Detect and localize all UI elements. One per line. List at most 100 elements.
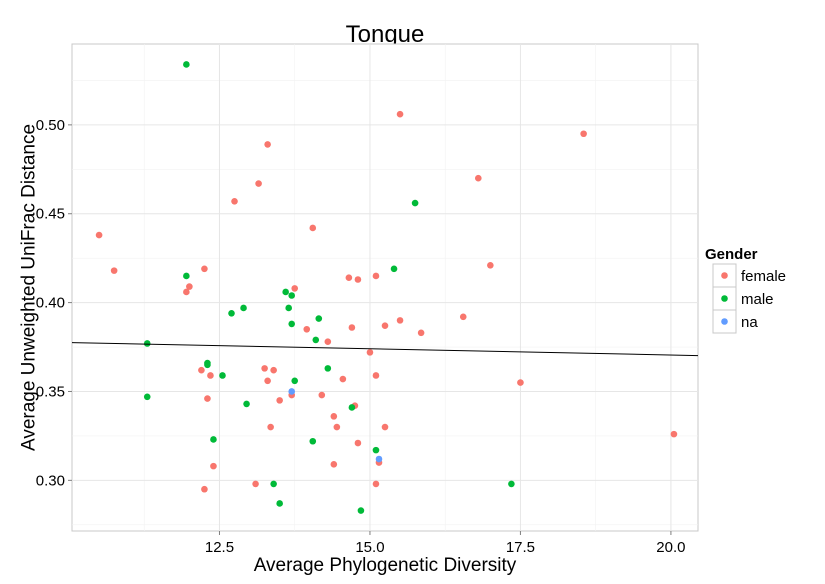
point-female bbox=[330, 461, 338, 468]
legend-marker-female bbox=[721, 272, 728, 279]
point-female bbox=[186, 283, 193, 290]
point-female bbox=[517, 379, 524, 386]
x-tick-label: 12.5 bbox=[205, 539, 234, 556]
point-male bbox=[357, 507, 365, 514]
point-male bbox=[348, 404, 356, 411]
point-female bbox=[255, 180, 262, 187]
point-female bbox=[291, 285, 299, 292]
point-female bbox=[95, 231, 103, 239]
point-female bbox=[348, 324, 356, 331]
point-male bbox=[291, 377, 299, 385]
point-female bbox=[264, 377, 271, 385]
legend-marker-male bbox=[721, 295, 728, 302]
trend-line bbox=[71, 342, 699, 357]
point-female bbox=[110, 267, 118, 274]
point-female bbox=[318, 391, 326, 399]
point-female bbox=[474, 174, 482, 182]
point-female bbox=[345, 274, 353, 282]
legend-label-na: na bbox=[741, 314, 758, 331]
y-tick-label: 0.50 bbox=[36, 117, 65, 134]
point-female bbox=[487, 261, 494, 269]
point-na bbox=[375, 455, 383, 463]
point-female bbox=[261, 365, 268, 372]
point-female bbox=[670, 430, 678, 438]
point-female bbox=[396, 317, 404, 324]
legend-title: Gender bbox=[705, 246, 758, 263]
point-female bbox=[354, 276, 362, 283]
point-male bbox=[143, 393, 151, 401]
x-tick-label: 17.5 bbox=[506, 539, 535, 556]
plot-panel bbox=[71, 43, 699, 532]
y-tick-label: 0.40 bbox=[36, 295, 65, 312]
legend-marker-na bbox=[721, 318, 728, 325]
point-female bbox=[372, 372, 380, 379]
point-female bbox=[252, 480, 259, 488]
point-female bbox=[417, 329, 425, 337]
point-male bbox=[312, 336, 320, 344]
point-male bbox=[288, 320, 296, 328]
point-na bbox=[288, 388, 296, 395]
point-female bbox=[580, 130, 587, 138]
point-female bbox=[198, 366, 205, 374]
point-male bbox=[315, 315, 323, 322]
point-male bbox=[411, 199, 419, 207]
point-female bbox=[183, 288, 190, 296]
x-axis: 12.5 15.0 17.5 20.0 bbox=[205, 531, 686, 556]
point-female bbox=[459, 313, 467, 321]
point-male bbox=[219, 372, 226, 379]
legend-label-female: female bbox=[741, 268, 786, 285]
point-female bbox=[339, 375, 347, 383]
point-male bbox=[143, 340, 151, 347]
x-tick-label: 20.0 bbox=[656, 539, 685, 556]
point-male bbox=[183, 272, 190, 280]
point-male bbox=[276, 500, 283, 507]
point-female bbox=[303, 325, 311, 333]
point-female bbox=[201, 485, 208, 493]
point-male bbox=[372, 446, 380, 454]
point-male bbox=[270, 480, 277, 488]
point-female bbox=[207, 372, 214, 379]
y-tick-label: 0.35 bbox=[36, 383, 65, 400]
point-female bbox=[309, 224, 317, 232]
point-female bbox=[333, 423, 341, 431]
point-female bbox=[204, 395, 211, 402]
point-male bbox=[390, 265, 398, 273]
point-male bbox=[204, 361, 211, 369]
point-male bbox=[288, 292, 296, 299]
point-female bbox=[366, 349, 374, 356]
x-axis-title: Average Phylogenetic Diversity bbox=[254, 555, 517, 576]
point-male bbox=[282, 288, 289, 296]
legend: Gender female male na bbox=[705, 246, 786, 334]
point-male bbox=[508, 480, 515, 488]
point-female bbox=[330, 413, 338, 420]
point-female bbox=[267, 423, 274, 431]
point-male bbox=[183, 61, 190, 68]
y-tick-label: 0.30 bbox=[36, 472, 65, 489]
point-female bbox=[354, 439, 362, 447]
point-female bbox=[372, 480, 380, 488]
point-female bbox=[276, 397, 283, 404]
point-female bbox=[201, 265, 208, 273]
point-male bbox=[324, 365, 332, 372]
point-female bbox=[264, 141, 271, 148]
x-tick-label: 15.0 bbox=[355, 539, 384, 556]
point-female bbox=[270, 366, 277, 374]
point-female bbox=[396, 110, 404, 118]
point-male bbox=[285, 304, 292, 312]
y-axis-title: Average Unweighted UniFrac Distance bbox=[19, 124, 40, 451]
point-female bbox=[372, 272, 380, 280]
y-axis: 0.30 0.35 0.40 0.45 0.50 bbox=[36, 117, 72, 489]
point-male bbox=[240, 304, 247, 312]
point-female bbox=[381, 423, 389, 431]
point-female bbox=[324, 338, 332, 346]
point-female bbox=[210, 462, 217, 470]
panel-border bbox=[71, 43, 699, 532]
point-female bbox=[381, 322, 389, 330]
y-tick-label: 0.45 bbox=[36, 206, 65, 223]
point-male bbox=[309, 437, 317, 445]
point-male bbox=[228, 309, 235, 317]
point-male bbox=[243, 400, 250, 408]
point-female bbox=[231, 197, 238, 205]
point-male bbox=[210, 436, 217, 443]
